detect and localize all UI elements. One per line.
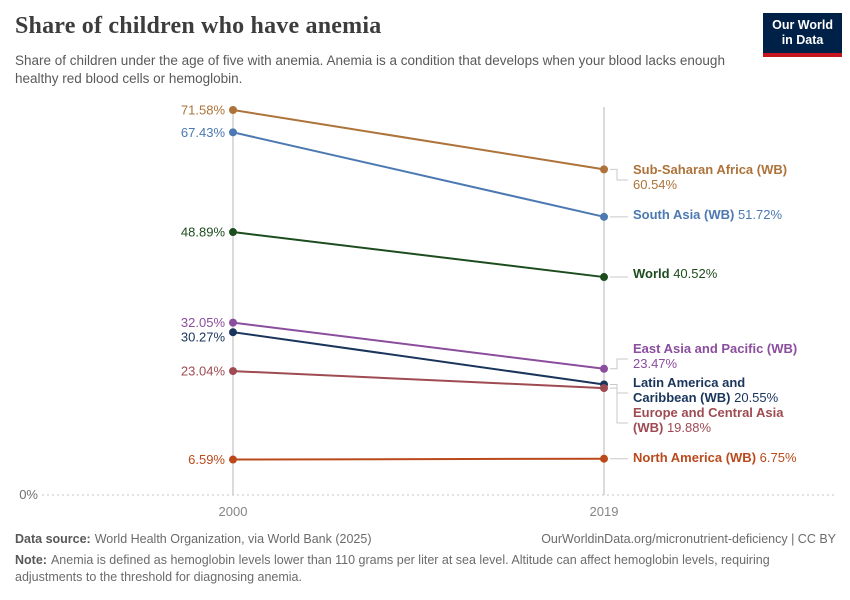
- start-value-label: 67.43%: [181, 125, 226, 140]
- owid-logo-line2: in Data: [781, 33, 824, 48]
- series-end-label[interactable]: Caribbean (WB) 20.55%: [633, 390, 779, 405]
- x-tick-2019: 2019: [590, 504, 619, 519]
- data-point[interactable]: [600, 165, 608, 174]
- series-line-5[interactable]: [232, 370, 605, 390]
- data-point[interactable]: [229, 128, 237, 137]
- owid-logo[interactable]: Our World in Data: [763, 13, 842, 57]
- series-end-value-label[interactable]: 23.47%: [633, 356, 678, 371]
- chart-subtitle: Share of children under the age of five …: [15, 53, 725, 87]
- series-end-label[interactable]: World 40.52%: [633, 266, 718, 281]
- start-value-label: 30.27%: [181, 330, 226, 345]
- start-value-label: 71.58%: [181, 103, 226, 118]
- owid-logo-line1: Our World: [772, 18, 833, 32]
- data-point[interactable]: [229, 455, 237, 464]
- note-text: Anemia is defined as hemoglobin levels l…: [15, 552, 770, 584]
- footer-note: Note: Anemia is defined as hemoglobin lev…: [15, 552, 815, 586]
- series-end-label[interactable]: Europe and Central Asia: [633, 405, 784, 420]
- start-value-label: 48.89%: [181, 225, 226, 240]
- data-point[interactable]: [229, 228, 237, 237]
- series-end-label[interactable]: (WB) 19.88%: [633, 420, 711, 435]
- y-axis-zero-label: 0%: [19, 487, 38, 502]
- data-point[interactable]: [229, 367, 237, 376]
- data-point[interactable]: [229, 318, 237, 327]
- start-value-label: 32.05%: [181, 315, 226, 330]
- data-source-line: Data source: World Health Organization, v…: [15, 531, 372, 548]
- data-point[interactable]: [600, 273, 608, 282]
- chart-footer: Data source: World Health Organization, v…: [15, 531, 836, 586]
- footer-source-row: Data source: World Health Organization, v…: [15, 531, 836, 548]
- series-line-2[interactable]: [232, 231, 605, 279]
- series-line-6[interactable]: [232, 457, 605, 461]
- series-line-3[interactable]: [232, 321, 605, 370]
- series-line-4[interactable]: [232, 331, 605, 386]
- data-point[interactable]: [600, 454, 608, 463]
- data-source-label: Data source:: [15, 532, 91, 546]
- series-end-label[interactable]: North America (WB) 6.75%: [633, 450, 797, 465]
- series-line-0[interactable]: [232, 109, 605, 171]
- start-value-label: 6.59%: [188, 452, 225, 467]
- data-point[interactable]: [600, 384, 608, 393]
- series-end-label[interactable]: Sub-Saharan Africa (WB): [633, 162, 787, 177]
- series-end-value-label[interactable]: 60.54%: [633, 177, 678, 192]
- label-connector: [610, 358, 628, 370]
- data-point[interactable]: [229, 328, 237, 337]
- note-label: Note:: [15, 552, 47, 567]
- data-source-text: World Health Organization, via World Ban…: [94, 532, 372, 546]
- series-line-1[interactable]: [232, 131, 605, 218]
- label-connector: [610, 387, 628, 424]
- x-tick-2000: 2000: [219, 504, 248, 519]
- data-point[interactable]: [600, 364, 608, 373]
- label-connector: [610, 383, 628, 394]
- series-end-label[interactable]: South Asia (WB) 51.72%: [633, 207, 782, 222]
- series-end-label[interactable]: Latin America and: [633, 375, 745, 390]
- label-connector: [610, 168, 628, 181]
- owid-url-link[interactable]: OurWorldinData.org/micronutrient-deficie…: [541, 532, 836, 546]
- start-value-label: 23.04%: [181, 364, 226, 379]
- page-title: Share of children who have anemia: [15, 13, 382, 39]
- data-point[interactable]: [229, 106, 237, 114]
- data-point[interactable]: [600, 212, 608, 221]
- series-end-label[interactable]: East Asia and Pacific (WB): [633, 341, 797, 356]
